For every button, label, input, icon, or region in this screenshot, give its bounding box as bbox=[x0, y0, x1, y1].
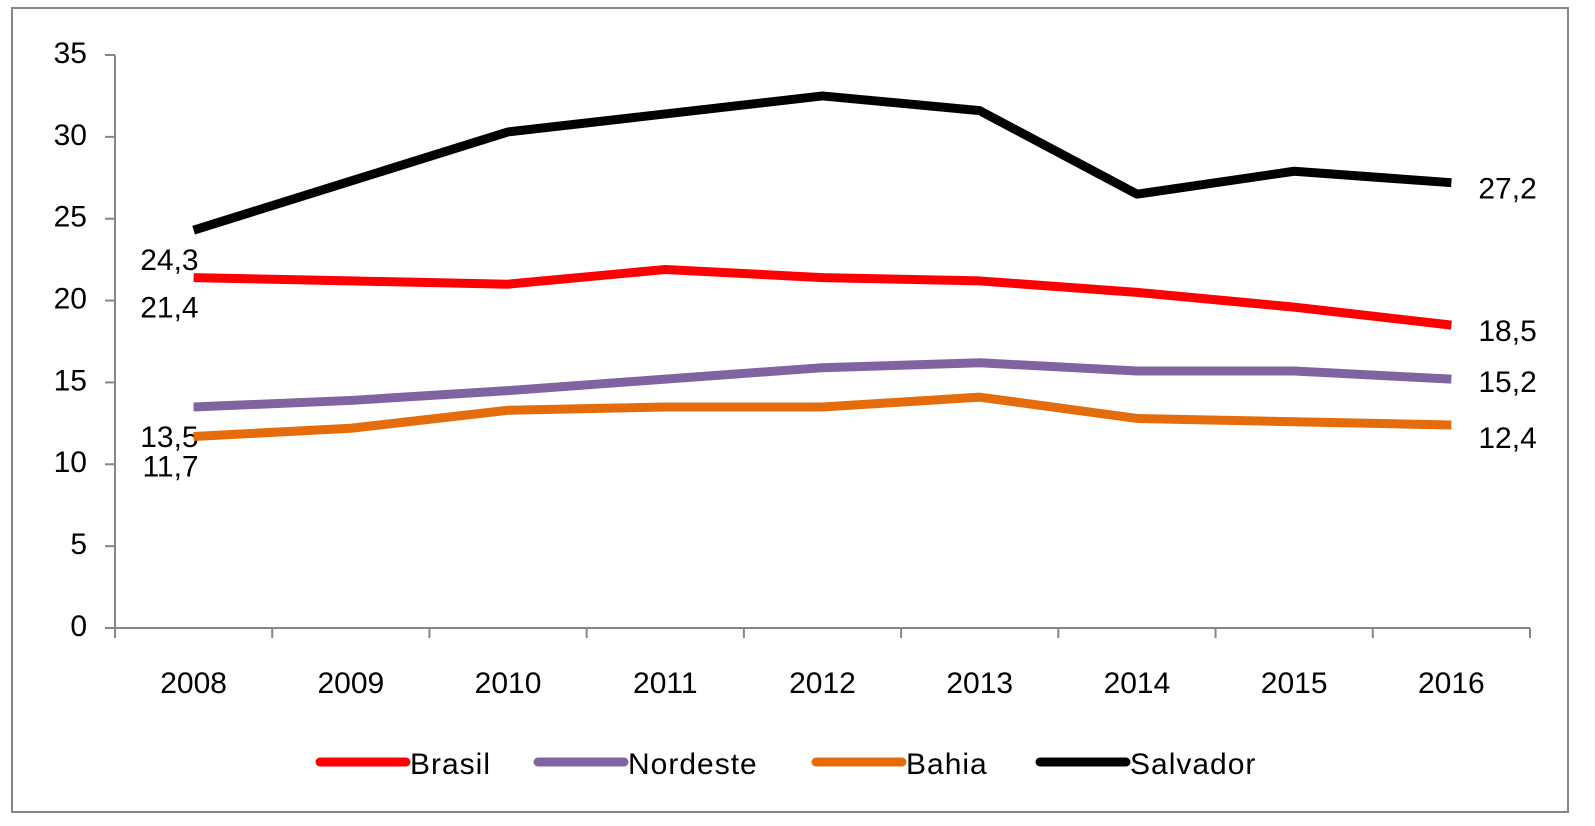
x-tick-label: 2010 bbox=[475, 667, 542, 700]
x-tick-label: 2008 bbox=[160, 667, 227, 700]
data-label: 24,3 bbox=[140, 244, 198, 277]
y-tick-label: 30 bbox=[54, 119, 87, 152]
y-tick-label: 20 bbox=[54, 282, 87, 315]
series-line bbox=[192, 91, 1452, 235]
legend-label: Salvador bbox=[1130, 748, 1256, 781]
x-tick-label: 2014 bbox=[1104, 667, 1171, 700]
legend-label: Brasil bbox=[410, 748, 491, 781]
y-tick-label: 5 bbox=[70, 528, 87, 561]
data-label: 18,5 bbox=[1478, 315, 1536, 348]
data-label: 11,7 bbox=[142, 450, 198, 483]
data-label: 12,4 bbox=[1478, 422, 1536, 455]
series-line bbox=[193, 392, 1452, 441]
data-label: 27,2 bbox=[1478, 173, 1536, 206]
y-tick-label: 0 bbox=[70, 610, 87, 643]
series-line bbox=[193, 358, 1452, 412]
data-label: 21,4 bbox=[140, 292, 198, 325]
data-label: 13,5 bbox=[140, 421, 198, 454]
data-label: 15,2 bbox=[1478, 366, 1536, 399]
y-tick-label: 35 bbox=[54, 37, 87, 70]
x-tick-label: 2011 bbox=[633, 667, 698, 700]
x-tick-label: 2013 bbox=[946, 667, 1013, 700]
x-tick-label: 2009 bbox=[317, 667, 384, 700]
y-tick-label: 10 bbox=[54, 446, 87, 479]
x-tick-label: 2016 bbox=[1418, 667, 1485, 700]
x-tick-label: 2012 bbox=[789, 667, 856, 700]
legend-label: Nordeste bbox=[628, 748, 758, 781]
series-line bbox=[193, 264, 1452, 330]
y-tick-label: 25 bbox=[54, 201, 87, 234]
x-tick-label: 2015 bbox=[1261, 667, 1328, 700]
y-tick-label: 15 bbox=[54, 364, 87, 397]
legend-label: Bahia bbox=[906, 748, 988, 781]
